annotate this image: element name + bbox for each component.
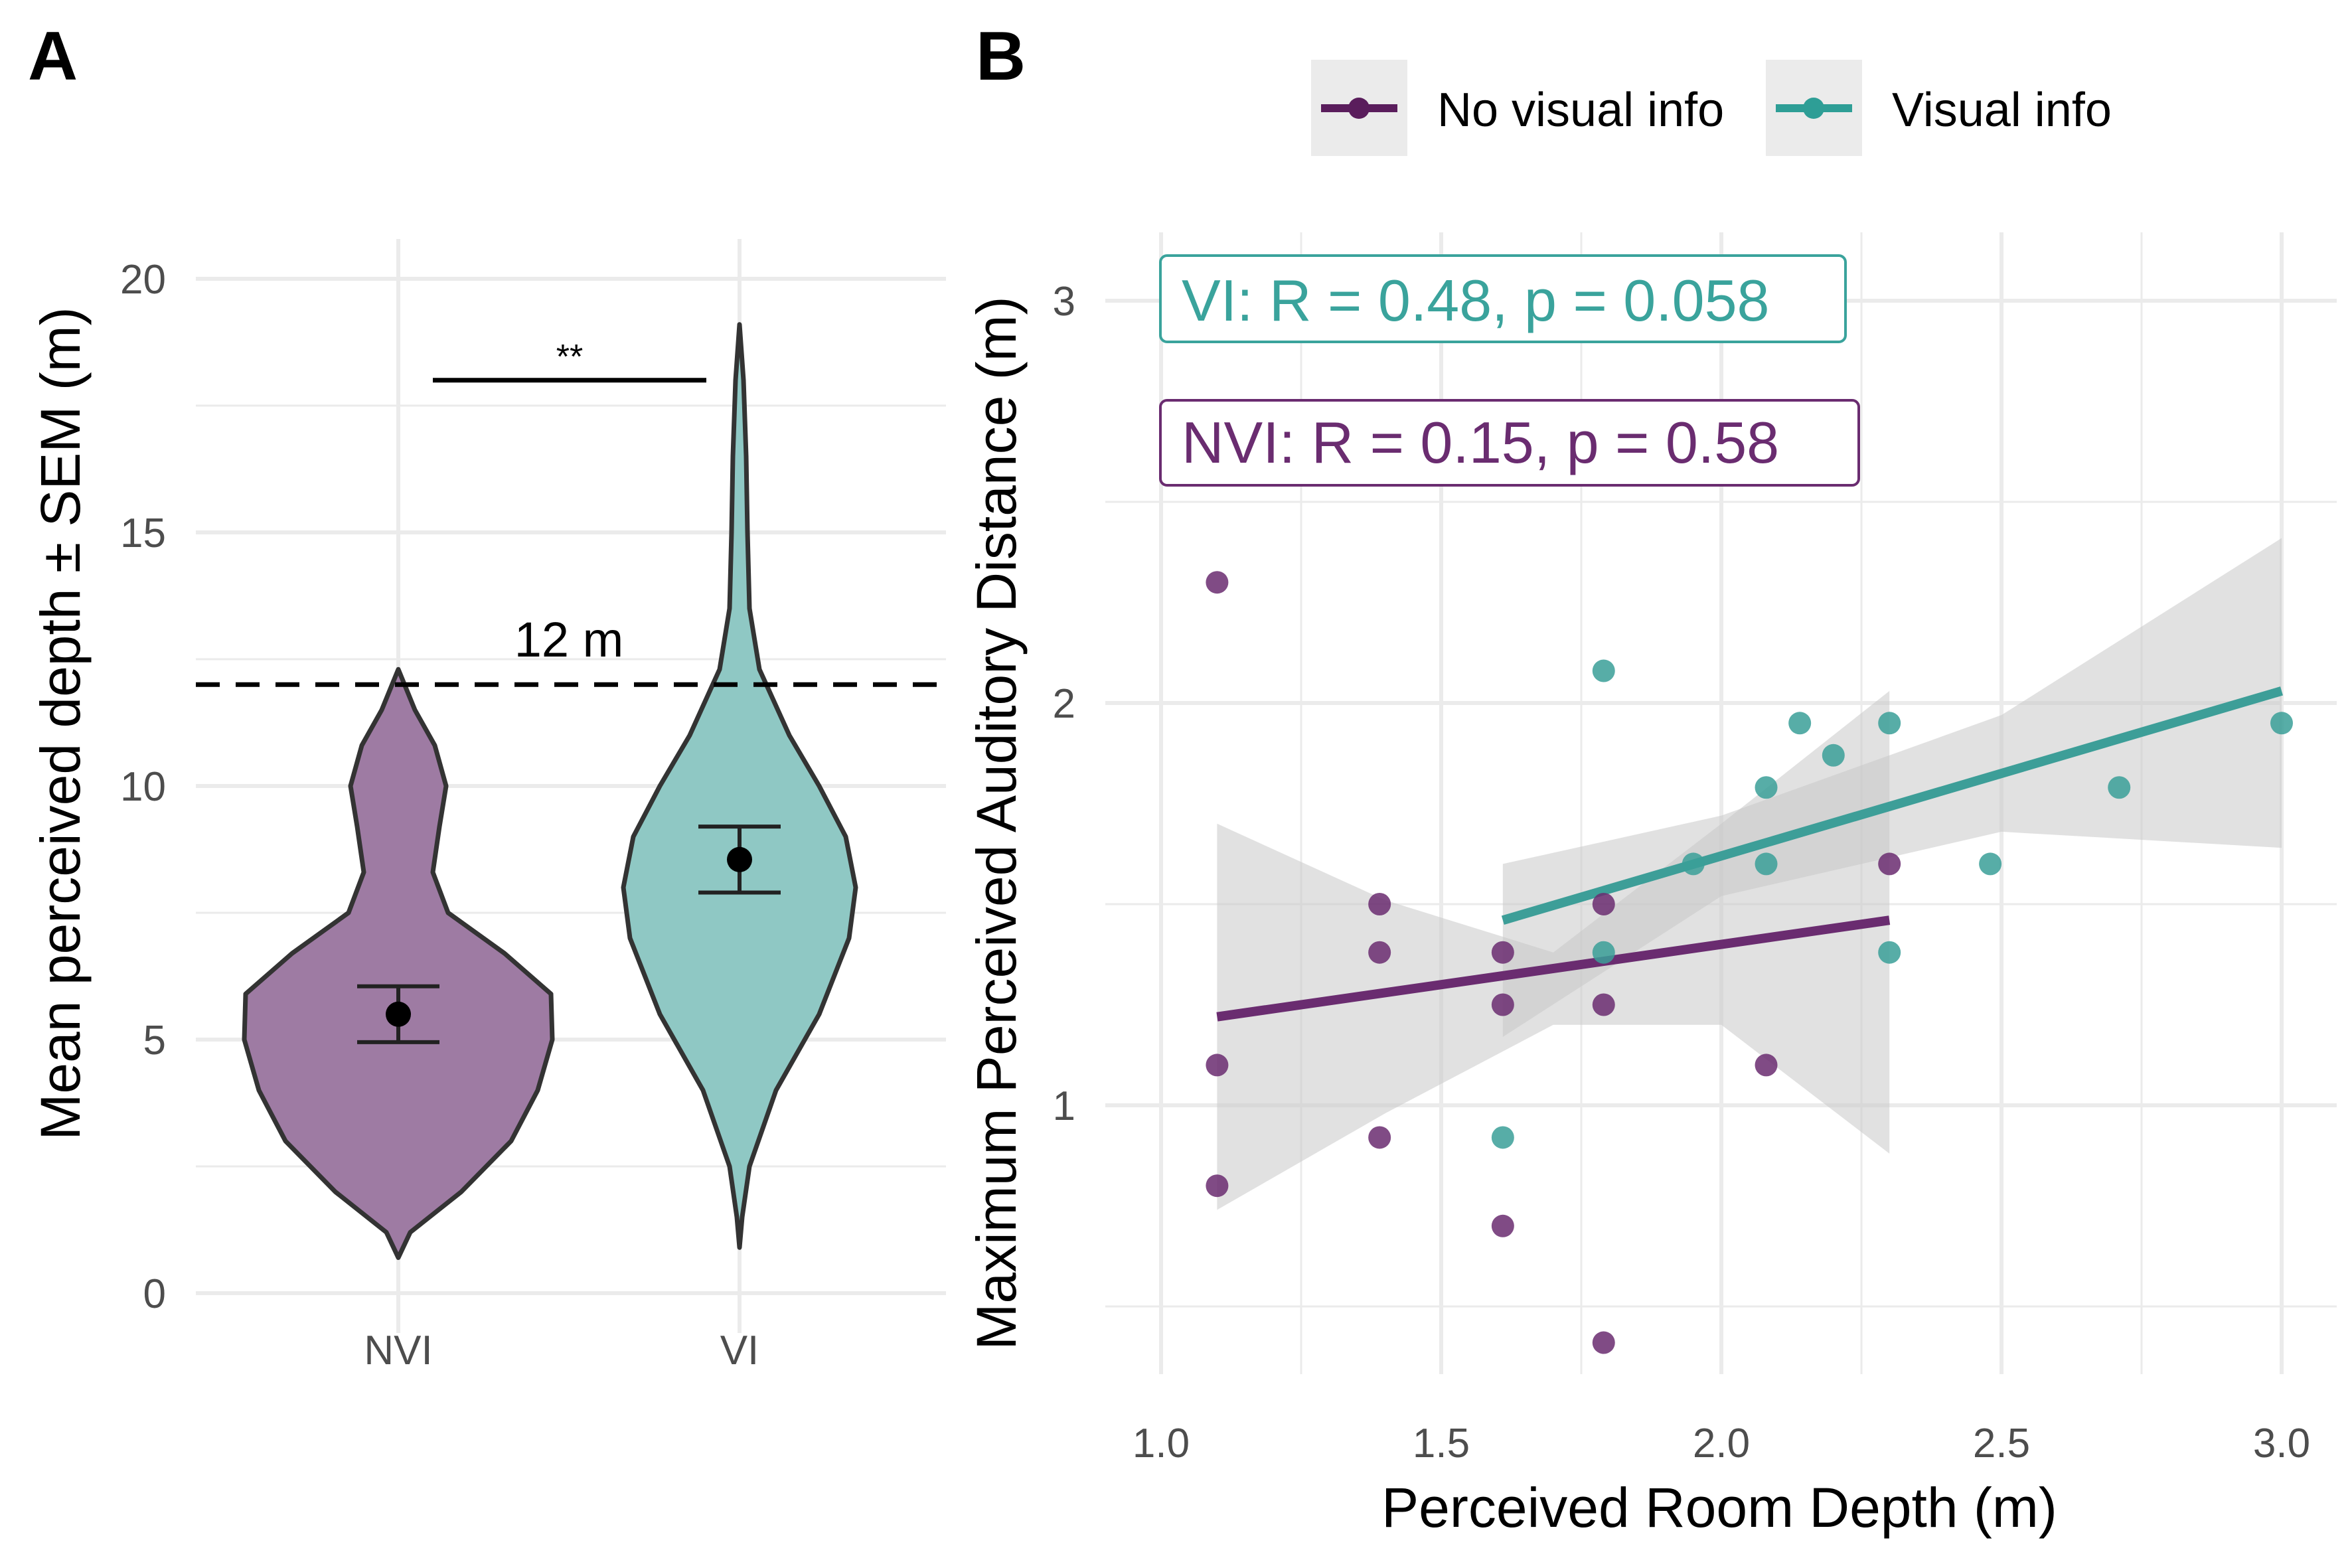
data-point-vi — [1788, 712, 1812, 735]
data-point-vi — [2270, 712, 2293, 735]
panel-b-scatter-plot: 1 2 3 1.0 1.5 2.0 2.5 3.0 VI: R = 0.48, p = 0.… — [965, 232, 2337, 1539]
x-tick-label: 1.0 — [1133, 1421, 1190, 1466]
data-point-vi — [1979, 852, 2002, 876]
data-point-vi — [1878, 712, 1901, 735]
fit-line-nvi — [1216, 915, 1891, 1022]
data-point-nvi — [1491, 941, 1514, 964]
panel-b-y-ticks: 1 2 3 — [1053, 279, 1075, 1129]
panel-b-y-axis-title: Maximum Perceived Auditory Distance (m) — [965, 296, 1028, 1350]
panel-a-overlay: 12 m ** — [196, 338, 946, 1044]
panel-b-x-ticks: 1.0 1.5 2.0 2.5 3.0 — [1133, 1421, 2310, 1466]
violin-vi — [621, 322, 858, 1250]
legend: No visual info Visual info — [1311, 60, 2112, 156]
panel-label-b: B — [976, 18, 1026, 95]
x-tick-label: VI — [720, 1328, 759, 1373]
data-point-nvi — [1368, 1126, 1391, 1149]
panel-a-gridlines — [196, 239, 946, 1333]
significance-label: ** — [556, 338, 583, 376]
y-tick-label: 2 — [1053, 681, 1075, 727]
x-tick-label: 1.5 — [1413, 1421, 1470, 1466]
mean-point-vi — [727, 846, 752, 872]
data-point-vi — [1878, 941, 1901, 964]
data-point-nvi — [1592, 993, 1615, 1016]
reference-line-label: 12 m — [514, 612, 624, 667]
panel-a-y-axis-title: Mean perceived depth ± SEM (m) — [29, 307, 92, 1140]
legend-point-nvi — [1348, 98, 1370, 119]
data-point-vi — [2108, 776, 2131, 799]
y-tick-label: 15 — [120, 510, 166, 556]
panel-a-violins — [242, 322, 858, 1261]
data-point-vi — [1592, 659, 1615, 682]
legend-point-vi — [1803, 98, 1824, 119]
legend-label-vi: Visual info — [1892, 84, 2112, 137]
data-point-nvi — [1592, 1331, 1615, 1354]
correlation-box-nvi — [1159, 399, 1860, 487]
correlation-box-vi — [1159, 254, 1847, 343]
panel-b-confidence-bands — [1217, 538, 2282, 1210]
legend-label-nvi: No visual info — [1437, 84, 1724, 137]
y-tick-label: 20 — [120, 257, 166, 303]
data-point-vi — [1592, 941, 1615, 964]
data-point-nvi — [1491, 993, 1514, 1016]
y-tick-label: 5 — [143, 1018, 166, 1063]
data-point-vi — [1755, 776, 1778, 799]
data-point-nvi — [1206, 1054, 1229, 1077]
x-tick-label: NVI — [364, 1328, 432, 1373]
data-point-nvi — [1368, 893, 1391, 915]
panel-b-points — [1206, 571, 2293, 1354]
data-point-nvi — [1206, 571, 1229, 594]
data-point-nvi — [1491, 1214, 1514, 1237]
y-tick-label: 0 — [143, 1271, 166, 1317]
data-point-vi — [1682, 852, 1705, 876]
panel-label-a: A — [28, 18, 78, 95]
correlation-text-vi: VI: R = 0.48, p = 0.058 — [1182, 268, 1770, 333]
panel-a-y-ticks: 0 5 10 15 20 — [120, 257, 166, 1317]
data-point-vi — [1755, 852, 1778, 876]
data-point-nvi — [1592, 893, 1615, 915]
panel-b-correlation-annotations: VI: R = 0.48, p = 0.058 NVI: R = 0.15, p … — [1159, 254, 1860, 487]
data-point-nvi — [1368, 941, 1391, 964]
panel-a-violin-plot: 0 5 10 15 20 NVI VI 12 m ** Mean perceived dep… — [29, 239, 946, 1373]
panel-b-x-axis-title: Perceived Room Depth (m) — [1381, 1476, 2057, 1539]
correlation-text-nvi: NVI: R = 0.15, p = 0.58 — [1182, 410, 1779, 475]
confidence-band-vi — [1502, 538, 2282, 1037]
data-point-nvi — [1878, 852, 1901, 876]
y-tick-label: 1 — [1053, 1083, 1075, 1129]
x-tick-label: 2.0 — [1693, 1421, 1750, 1466]
data-point-vi — [1822, 744, 1845, 767]
y-tick-label: 10 — [120, 764, 166, 810]
fit-line-vi — [1501, 686, 2283, 925]
data-point-nvi — [1206, 1174, 1229, 1198]
mean-point-nvi — [386, 1001, 411, 1027]
data-point-vi — [1491, 1126, 1514, 1149]
y-tick-label: 3 — [1053, 279, 1075, 325]
x-tick-label: 2.5 — [1973, 1421, 2030, 1466]
confidence-band-nvi — [1217, 690, 1890, 1210]
violin-nvi — [242, 666, 555, 1261]
panel-a-x-ticks: NVI VI — [364, 1328, 759, 1373]
x-tick-label: 3.0 — [2253, 1421, 2310, 1466]
data-point-nvi — [1755, 1054, 1778, 1077]
panel-b-fit-lines — [1216, 686, 2283, 1022]
